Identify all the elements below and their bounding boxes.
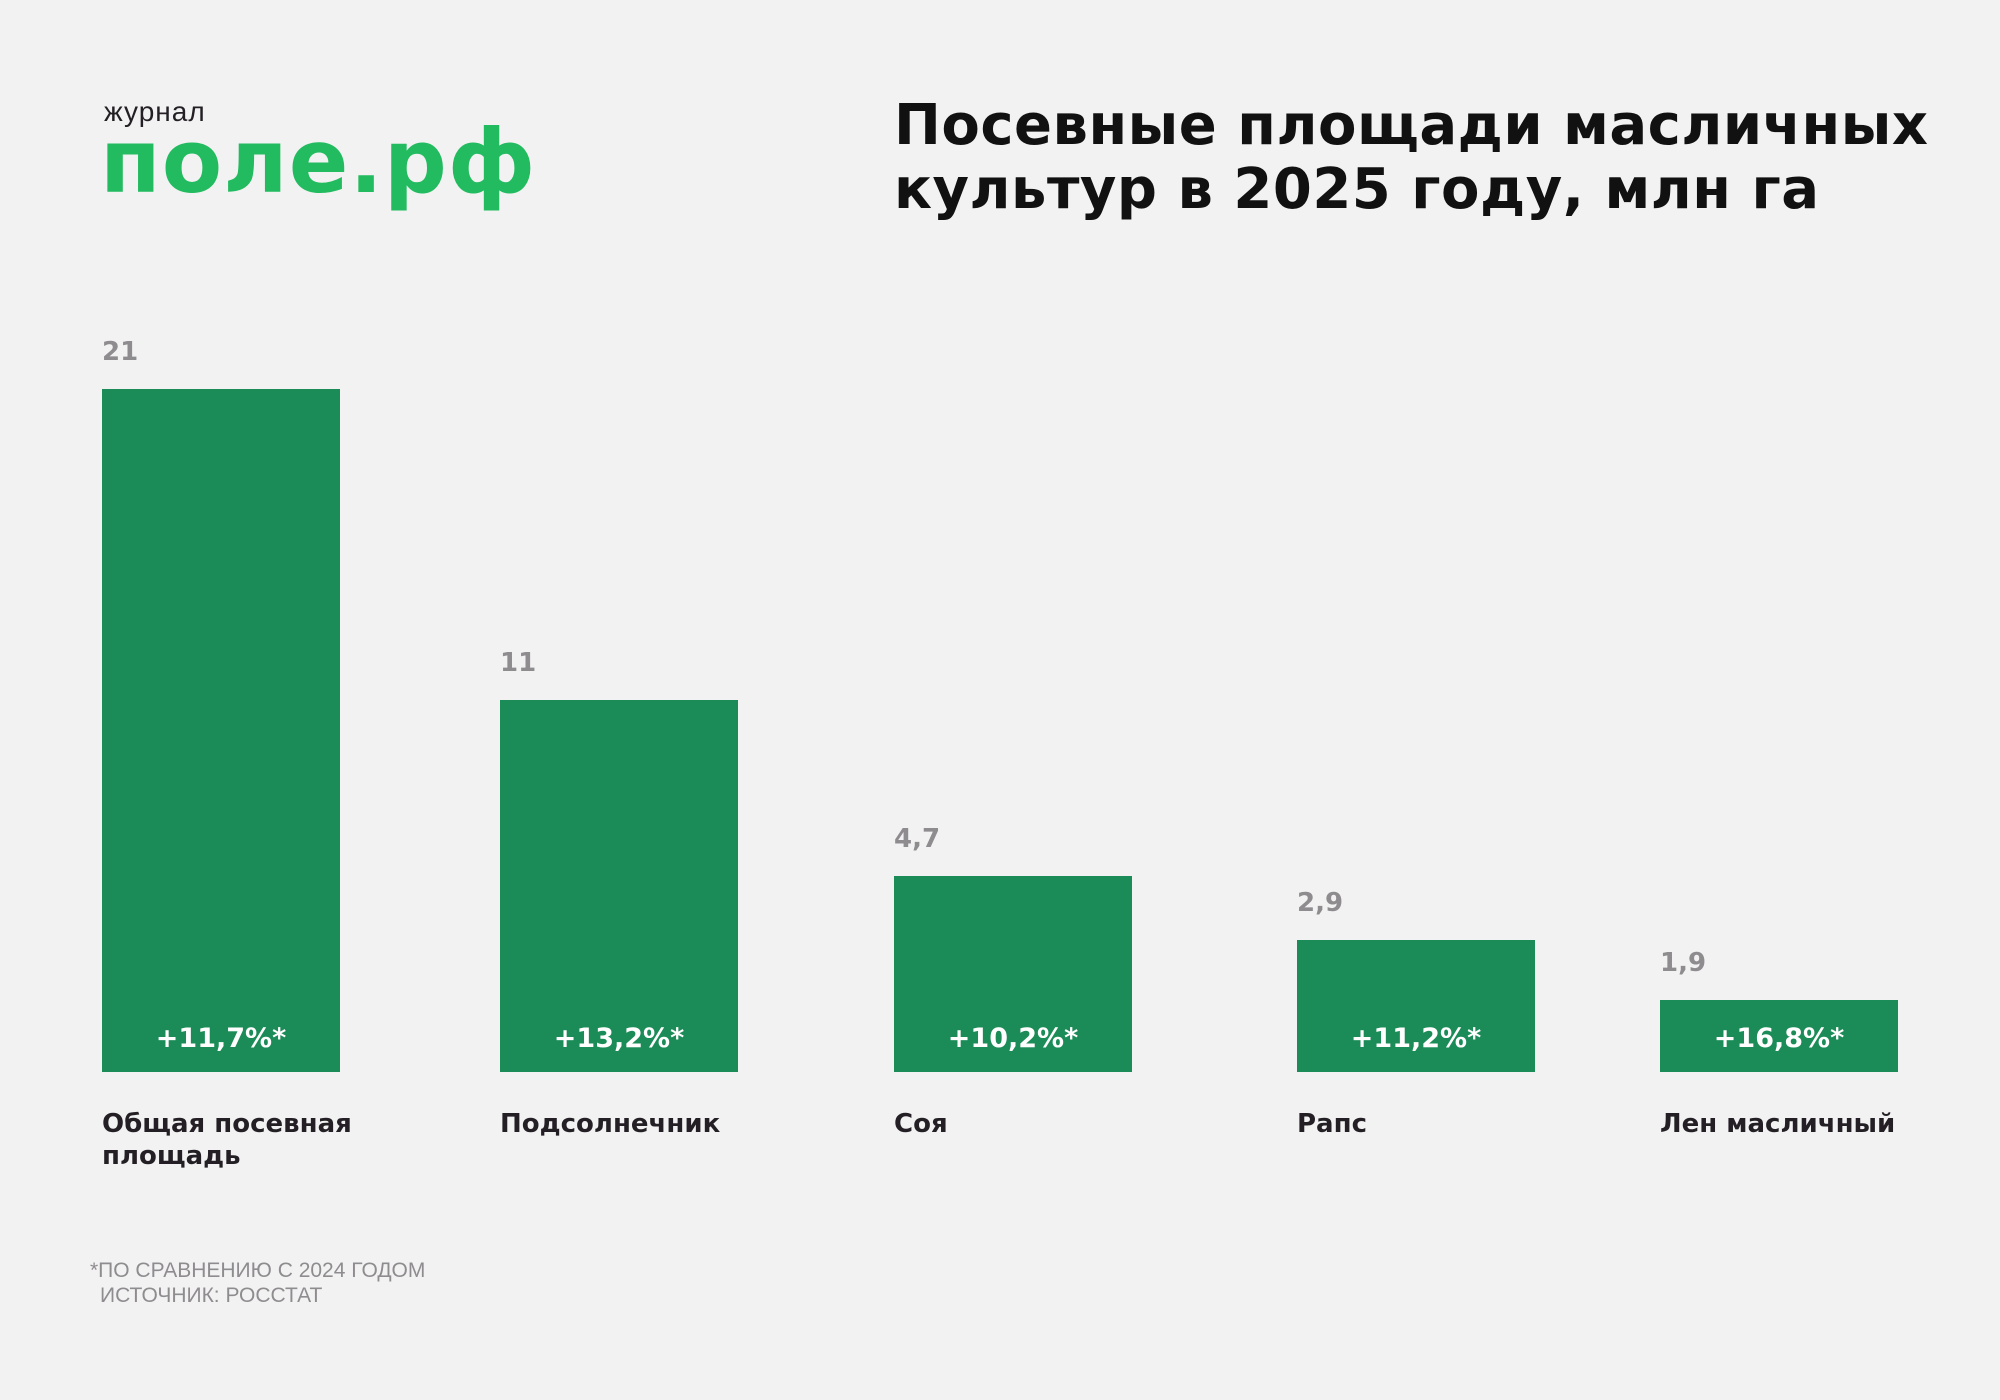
bar: +16,8%* xyxy=(1660,1000,1898,1072)
category-label: Лен масличный xyxy=(1660,1109,1896,1139)
bar-value-label: 2,9 xyxy=(1297,888,1344,918)
bar-change-label: +16,8%* xyxy=(1713,1023,1845,1054)
bar-change-label: +11,2%* xyxy=(1350,1023,1482,1054)
footnote-comparison: *ПО СРАВНЕНИЮ С 2024 ГОДОМ xyxy=(90,1259,426,1282)
bar: +10,2%* xyxy=(894,876,1132,1072)
category-label: Общая посевная площадь xyxy=(102,1109,352,1171)
bar-value-label: 1,9 xyxy=(1660,948,1707,978)
category-label: Подсолнечник xyxy=(500,1109,721,1139)
bar: +13,2%* xyxy=(500,700,738,1072)
bar: +11,7%* xyxy=(102,389,340,1072)
logo-subtitle: журнал xyxy=(104,96,206,127)
bar-value-label: 4,7 xyxy=(894,824,941,854)
bar-change-label: +11,7%* xyxy=(155,1023,287,1054)
category-label: Рапс xyxy=(1297,1109,1367,1139)
bar: +11,2%* xyxy=(1297,940,1535,1072)
bar-value-label: 11 xyxy=(500,648,537,678)
logo-wordmark: поле.рф xyxy=(100,110,537,213)
footnote: *ПО СРАВНЕНИЮ С 2024 ГОДОМ ИСТОЧНИК: РОС… xyxy=(90,1258,425,1308)
bar-change-label: +10,2%* xyxy=(947,1023,1079,1054)
chart-title: Посевные площади масличных культур в 202… xyxy=(894,93,1929,222)
category-label: Соя xyxy=(894,1109,948,1139)
bar-value-label: 21 xyxy=(102,337,139,367)
bar-change-label: +13,2%* xyxy=(553,1023,685,1054)
footnote-source: ИСТОЧНИК: РОССТАТ xyxy=(100,1284,323,1307)
